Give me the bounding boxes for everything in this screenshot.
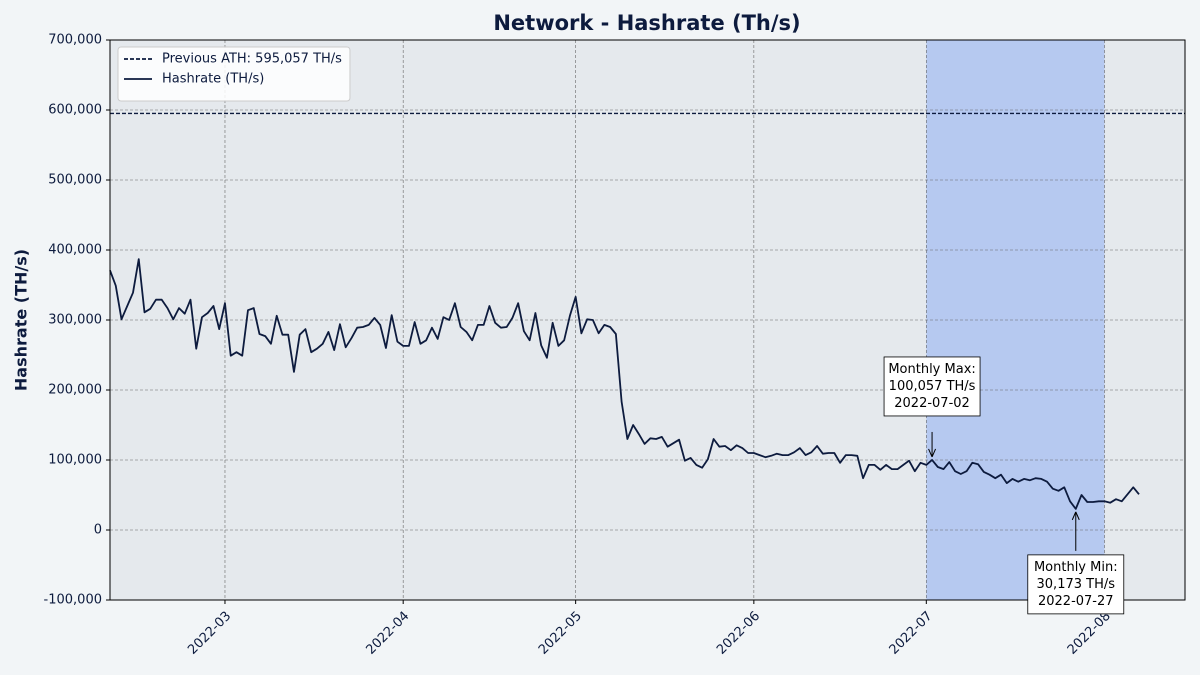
annotation-text: Monthly Min: bbox=[1034, 560, 1118, 575]
y-tick-label: 100,000 bbox=[48, 453, 102, 468]
annotation-text: Monthly Max: bbox=[888, 362, 975, 377]
plot-frame bbox=[109, 39, 1186, 601]
series-line bbox=[109, 258, 1140, 510]
annotation-text: 100,057 TH/s bbox=[889, 379, 976, 394]
y-tick-label: 300,000 bbox=[48, 313, 102, 328]
legend: Previous ATH: 595,057 TH/s Hashrate (TH/s… bbox=[117, 46, 351, 102]
y-tick-label: -100,000 bbox=[44, 593, 102, 608]
annotation-text: 2022-07-02 bbox=[894, 396, 970, 411]
legend-label: Hashrate (TH/s) bbox=[162, 72, 264, 87]
chart-title: Network - Hashrate (Th/s) bbox=[493, 11, 800, 35]
y-tick-label: 200,000 bbox=[48, 383, 102, 398]
annotation: Monthly Min: 30,173 TH/s 2022-07-27 bbox=[1027, 511, 1125, 615]
annotation-arrowhead bbox=[1071, 511, 1080, 521]
legend-label: Previous ATH: 595,057 TH/s bbox=[162, 52, 342, 67]
annotation-text: 30,173 TH/s bbox=[1037, 577, 1116, 592]
y-tick-label: 0 bbox=[94, 523, 102, 538]
annotation-arrowhead bbox=[928, 448, 937, 458]
annotation-box bbox=[883, 356, 981, 417]
y-axis-label: Hashrate (TH/s) bbox=[12, 249, 31, 391]
annotation: Monthly Max: 100,057 TH/s 2022-07-02 bbox=[883, 356, 981, 458]
y-tick-label: 700,000 bbox=[48, 33, 102, 48]
annotation-text: 2022-07-27 bbox=[1038, 594, 1114, 609]
legend-box bbox=[117, 46, 351, 102]
annotation-box bbox=[1027, 554, 1125, 615]
y-tick-label: 400,000 bbox=[48, 243, 102, 258]
y-tick-label: 600,000 bbox=[48, 103, 102, 118]
y-tick-label: 500,000 bbox=[48, 173, 102, 188]
